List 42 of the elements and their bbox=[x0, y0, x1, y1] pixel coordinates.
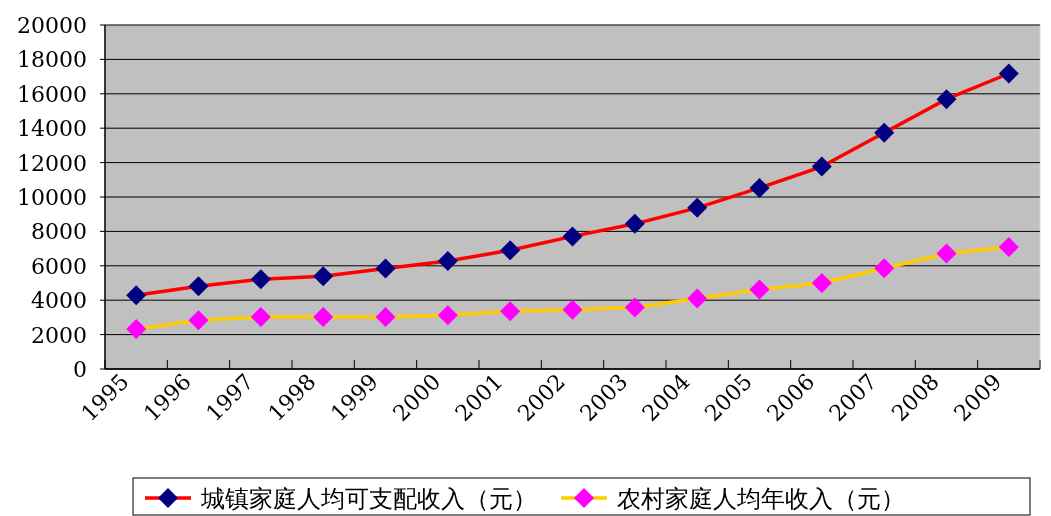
point bbox=[126, 319, 147, 340]
point bbox=[375, 306, 396, 327]
y-tick-label: 14000 bbox=[17, 116, 87, 142]
point bbox=[437, 250, 458, 271]
point bbox=[749, 279, 770, 300]
point bbox=[313, 266, 334, 287]
point bbox=[811, 273, 832, 293]
point bbox=[437, 305, 458, 326]
y-tick-label: 20000 bbox=[17, 13, 87, 38]
point bbox=[313, 306, 334, 327]
point bbox=[936, 89, 957, 110]
point bbox=[749, 177, 770, 198]
point bbox=[500, 240, 521, 261]
point bbox=[936, 243, 957, 264]
legend-label: 城镇家庭人均可支配收入（元） bbox=[200, 485, 537, 513]
point bbox=[188, 310, 209, 331]
point bbox=[375, 258, 396, 279]
y-tick-label: 10000 bbox=[17, 185, 87, 210]
point bbox=[624, 213, 645, 234]
y-tick-label: 2000 bbox=[31, 322, 87, 348]
point bbox=[998, 63, 1019, 84]
point bbox=[874, 258, 895, 279]
point bbox=[687, 197, 708, 218]
point bbox=[562, 226, 583, 247]
y-tick-label: 4000 bbox=[31, 288, 87, 314]
point bbox=[562, 299, 583, 320]
point bbox=[874, 122, 895, 143]
point bbox=[188, 276, 209, 297]
point bbox=[250, 306, 271, 327]
point bbox=[250, 269, 271, 290]
y-tick-label: 12000 bbox=[17, 150, 87, 176]
y-tick-label: 6000 bbox=[31, 253, 87, 279]
legend-label: 农村家庭人均年收入（元） bbox=[617, 485, 905, 513]
y-tick-label: 16000 bbox=[17, 81, 87, 107]
y-tick-label: 18000 bbox=[17, 47, 87, 73]
point bbox=[624, 297, 645, 318]
y-tick-label: 8000 bbox=[31, 219, 87, 245]
point bbox=[687, 288, 708, 309]
point bbox=[126, 285, 147, 306]
point bbox=[998, 237, 1019, 258]
point bbox=[811, 156, 832, 177]
point bbox=[500, 301, 521, 322]
